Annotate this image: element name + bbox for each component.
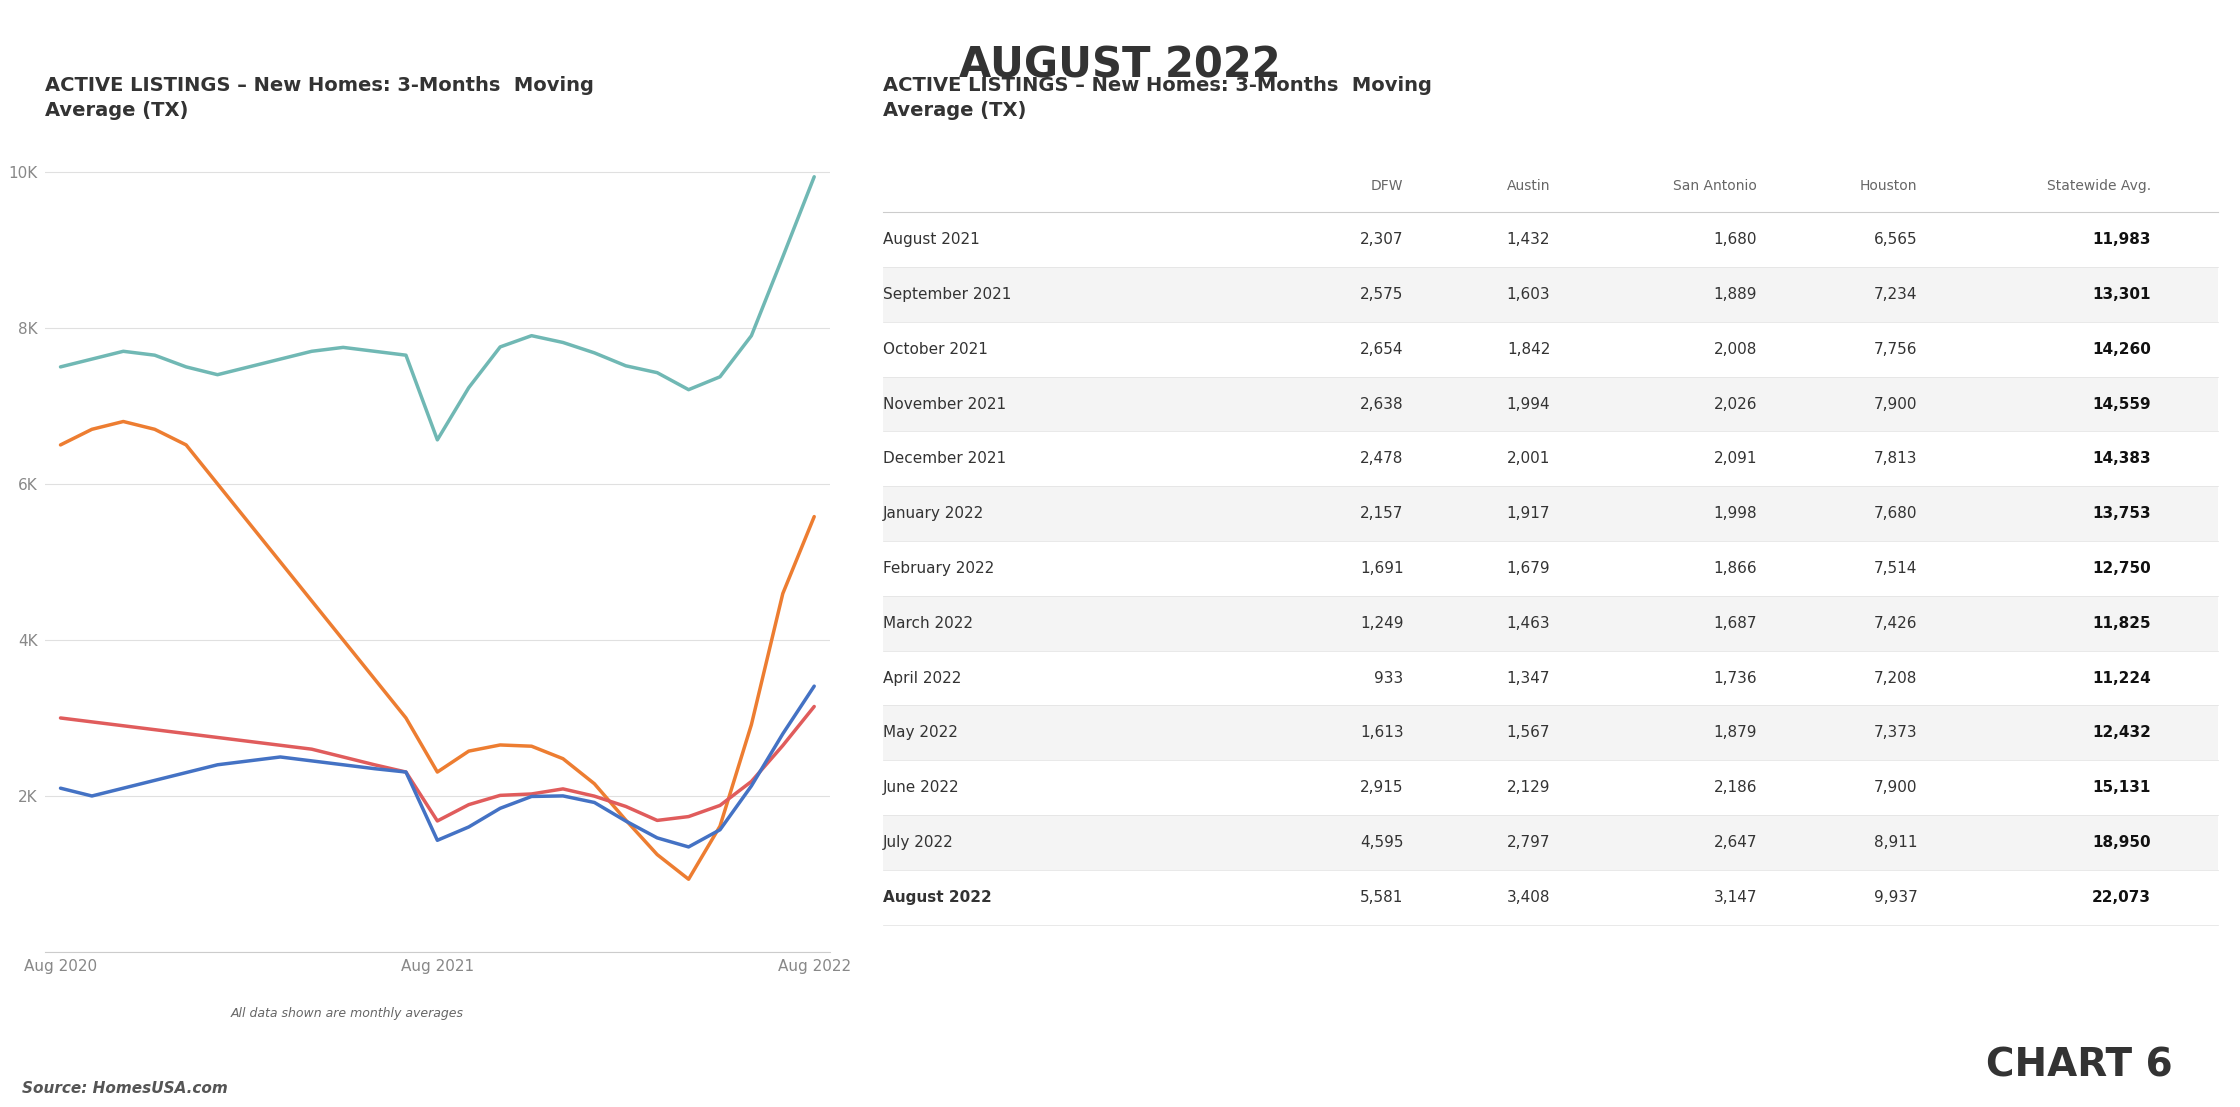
Text: Austin: Austin (1508, 179, 1550, 193)
Text: Houston: Houston (1859, 179, 1917, 193)
Text: 7,208: 7,208 (1875, 671, 1917, 685)
Text: 14,260: 14,260 (2092, 342, 2150, 356)
Text: 2,026: 2,026 (1714, 396, 1756, 412)
Text: 18,950: 18,950 (2092, 835, 2150, 850)
Text: January 2022: January 2022 (883, 506, 983, 521)
Text: 1,917: 1,917 (1508, 506, 1550, 521)
Text: 6,565: 6,565 (1873, 232, 1917, 247)
Text: 14,383: 14,383 (2092, 452, 2150, 466)
FancyBboxPatch shape (883, 705, 2218, 761)
Text: 14,559: 14,559 (2092, 396, 2150, 412)
Text: 4,595: 4,595 (1360, 835, 1404, 850)
FancyBboxPatch shape (883, 815, 2218, 870)
Text: August 2021: August 2021 (883, 232, 979, 247)
Text: 9,937: 9,937 (1873, 890, 1917, 904)
Text: 3,147: 3,147 (1714, 890, 1756, 904)
Text: 12,750: 12,750 (2092, 561, 2150, 576)
Text: 1,463: 1,463 (1508, 615, 1550, 631)
Text: 1,679: 1,679 (1508, 561, 1550, 576)
Text: July 2022: July 2022 (883, 835, 954, 850)
Text: 2,575: 2,575 (1360, 287, 1404, 302)
Text: 1,998: 1,998 (1714, 506, 1756, 521)
Text: 5,581: 5,581 (1360, 890, 1404, 904)
Text: 7,234: 7,234 (1875, 287, 1917, 302)
Text: 1,567: 1,567 (1508, 725, 1550, 741)
Text: CHART 6: CHART 6 (1987, 1047, 2173, 1085)
Text: 1,736: 1,736 (1714, 671, 1756, 685)
Text: 13,301: 13,301 (2092, 287, 2150, 302)
Text: 1,842: 1,842 (1508, 342, 1550, 356)
Text: 2,915: 2,915 (1360, 780, 1404, 795)
Text: 1,613: 1,613 (1360, 725, 1404, 741)
Text: 2,001: 2,001 (1508, 452, 1550, 466)
Text: ACTIVE LISTINGS – New Homes: 3-Months  Moving
Average (TX): ACTIVE LISTINGS – New Homes: 3-Months Mo… (883, 76, 1431, 121)
Text: 7,680: 7,680 (1875, 506, 1917, 521)
Text: November 2021: November 2021 (883, 396, 1006, 412)
FancyBboxPatch shape (883, 596, 2218, 651)
Text: 8,911: 8,911 (1875, 835, 1917, 850)
Text: 1,994: 1,994 (1508, 396, 1550, 412)
Text: Source: HomesUSA.com: Source: HomesUSA.com (22, 1080, 228, 1096)
Text: 2,797: 2,797 (1508, 835, 1550, 850)
Text: 2,478: 2,478 (1360, 452, 1404, 466)
Text: 1,249: 1,249 (1360, 615, 1404, 631)
Text: 7,514: 7,514 (1875, 561, 1917, 576)
Text: August 2022: August 2022 (883, 890, 992, 904)
Text: 2,091: 2,091 (1714, 452, 1756, 466)
Text: 2,647: 2,647 (1714, 835, 1756, 850)
Text: Statewide Avg.: Statewide Avg. (2047, 179, 2150, 193)
Text: 3,408: 3,408 (1508, 890, 1550, 904)
Text: 13,753: 13,753 (2092, 506, 2150, 521)
Text: 1,347: 1,347 (1508, 671, 1550, 685)
Text: 1,432: 1,432 (1508, 232, 1550, 247)
Text: AUGUST 2022: AUGUST 2022 (959, 44, 1281, 86)
Text: 7,756: 7,756 (1875, 342, 1917, 356)
Text: 2,186: 2,186 (1714, 780, 1756, 795)
Text: 2,008: 2,008 (1714, 342, 1756, 356)
Text: June 2022: June 2022 (883, 780, 959, 795)
Text: 12,432: 12,432 (2092, 725, 2150, 741)
Text: 1,889: 1,889 (1714, 287, 1756, 302)
Text: September 2021: September 2021 (883, 287, 1010, 302)
FancyBboxPatch shape (883, 267, 2218, 322)
Text: May 2022: May 2022 (883, 725, 959, 741)
Text: 7,373: 7,373 (1873, 725, 1917, 741)
Text: October 2021: October 2021 (883, 342, 988, 356)
Text: 7,426: 7,426 (1875, 615, 1917, 631)
Text: 1,603: 1,603 (1508, 287, 1550, 302)
Text: 11,825: 11,825 (2092, 615, 2150, 631)
Text: 1,691: 1,691 (1360, 561, 1404, 576)
Text: 2,157: 2,157 (1360, 506, 1404, 521)
FancyBboxPatch shape (883, 376, 2218, 432)
Text: 11,224: 11,224 (2092, 671, 2150, 685)
Text: All data shown are monthly averages: All data shown are monthly averages (231, 1007, 464, 1021)
Text: 2,654: 2,654 (1360, 342, 1404, 356)
Text: 7,900: 7,900 (1875, 780, 1917, 795)
Text: 1,866: 1,866 (1714, 561, 1756, 576)
Text: 2,307: 2,307 (1360, 232, 1404, 247)
Text: DFW: DFW (1371, 179, 1404, 193)
Text: 7,900: 7,900 (1875, 396, 1917, 412)
Text: 22,073: 22,073 (2092, 890, 2150, 904)
Text: April 2022: April 2022 (883, 671, 961, 685)
Text: March 2022: March 2022 (883, 615, 972, 631)
Text: 15,131: 15,131 (2092, 780, 2150, 795)
Text: 7,813: 7,813 (1875, 452, 1917, 466)
Text: 2,129: 2,129 (1508, 780, 1550, 795)
Text: 1,680: 1,680 (1714, 232, 1756, 247)
Text: ACTIVE LISTINGS – New Homes: 3-Months  Moving
Average (TX): ACTIVE LISTINGS – New Homes: 3-Months Mo… (45, 76, 594, 121)
Text: December 2021: December 2021 (883, 452, 1006, 466)
FancyBboxPatch shape (883, 486, 2218, 541)
Text: February 2022: February 2022 (883, 561, 995, 576)
Text: 1,879: 1,879 (1714, 725, 1756, 741)
Text: 1,687: 1,687 (1714, 615, 1756, 631)
Text: 933: 933 (1373, 671, 1404, 685)
Text: San Antonio: San Antonio (1673, 179, 1756, 193)
Text: 2,638: 2,638 (1360, 396, 1404, 412)
Text: 11,983: 11,983 (2092, 232, 2150, 247)
